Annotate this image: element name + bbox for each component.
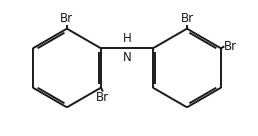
Text: N: N xyxy=(123,51,131,64)
Text: Br: Br xyxy=(180,12,194,25)
Text: Br: Br xyxy=(60,12,74,25)
Text: Br: Br xyxy=(224,40,237,53)
Text: H: H xyxy=(123,33,131,45)
Text: Br: Br xyxy=(96,91,109,104)
